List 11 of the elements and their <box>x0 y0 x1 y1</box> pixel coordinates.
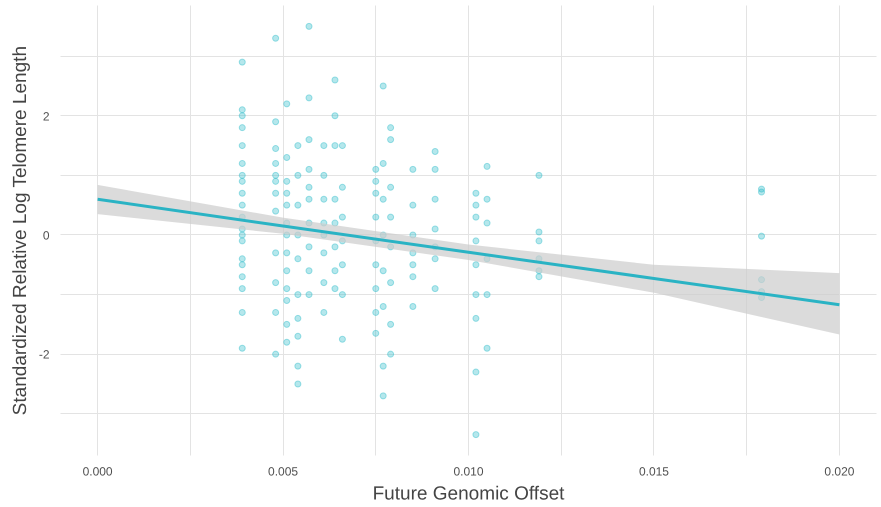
x-tick-label: 0.005 <box>268 464 298 478</box>
x-axis-title: Future Genomic Offset <box>372 484 566 504</box>
x-tick-label: 0.000 <box>82 464 113 478</box>
x-tick-label: 0.020 <box>824 464 855 478</box>
line-series <box>96 198 841 306</box>
y-tick-label: 2 <box>42 109 50 124</box>
x-tick-label: 0.010 <box>453 464 484 478</box>
y-axis-title: Standardized Relative Log Telomere Length <box>10 46 31 416</box>
y-tick-label: -2 <box>38 348 50 362</box>
x-tick-label: 0.015 <box>638 464 670 478</box>
y-tick-label: 0 <box>42 228 50 242</box>
